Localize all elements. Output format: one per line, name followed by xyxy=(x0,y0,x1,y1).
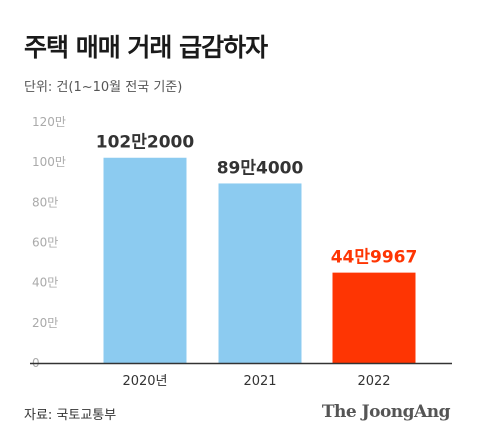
x-tick-label: 2021 xyxy=(243,374,276,389)
y-tick-label: 60만 xyxy=(32,236,58,250)
x-tick-label: 2022 xyxy=(357,374,390,389)
y-tick-label: 20만 xyxy=(32,316,58,330)
bar xyxy=(103,157,187,363)
unit-note: 단위: 건(1~10월 전국 기준) xyxy=(24,80,183,95)
bar xyxy=(218,183,302,363)
chart-title: 주택 매매 거래 급감하자 xyxy=(24,33,268,62)
data-label: 44만9967 xyxy=(331,248,418,268)
bar-highlight xyxy=(332,272,416,363)
y-tick-label: 120만 xyxy=(32,115,66,129)
y-tick-label: 100만 xyxy=(32,155,66,169)
source-note: 자료: 국토교통부 xyxy=(24,408,117,423)
y-tick-label: 80만 xyxy=(32,195,58,209)
data-label: 89만4000 xyxy=(217,158,304,178)
y-tick-label: 40만 xyxy=(32,276,58,290)
data-label: 102만2000 xyxy=(96,133,195,153)
publisher-logo: The JoongAng xyxy=(321,402,451,422)
x-tick-label: 2020년 xyxy=(122,374,167,389)
